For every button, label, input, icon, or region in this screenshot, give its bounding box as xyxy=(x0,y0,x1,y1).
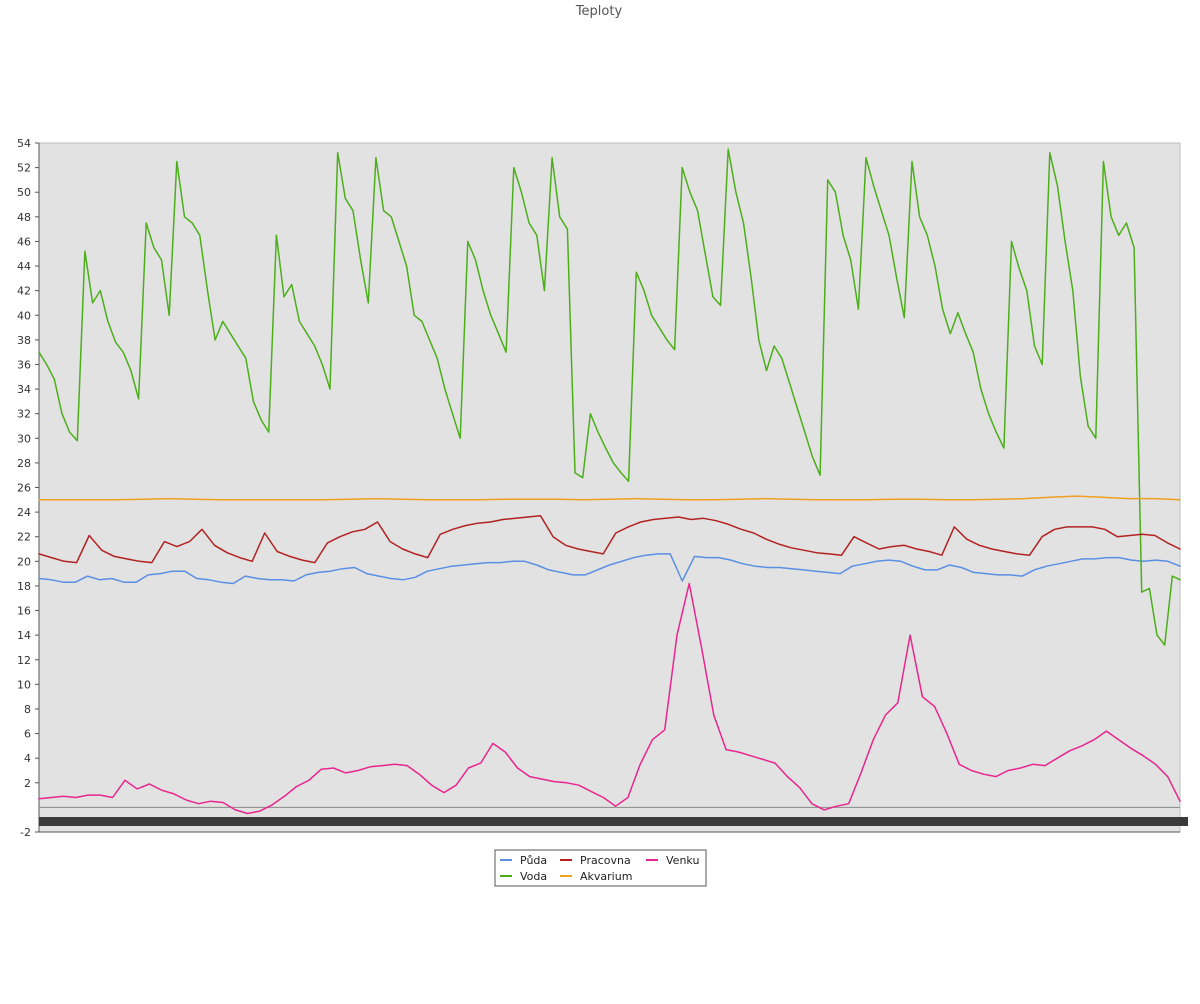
y-tick-label: 48 xyxy=(17,211,31,224)
legend: Půda Voda Pracovna Akvarium Venku xyxy=(494,849,707,887)
x-tick-labels-band xyxy=(39,817,1188,826)
y-axis: -224681012141618202224262830323436384042… xyxy=(17,137,40,839)
x-axis xyxy=(39,817,1188,833)
chart-title: Teploty xyxy=(575,4,623,19)
y-tick-label: 6 xyxy=(24,728,31,741)
y-tick-label: 26 xyxy=(17,482,31,495)
y-tick-label: 30 xyxy=(17,432,31,445)
y-tick-label: 52 xyxy=(17,162,31,175)
y-tick-label: 54 xyxy=(17,137,31,150)
y-tick-label: 34 xyxy=(17,383,31,396)
plot-area xyxy=(38,142,1181,833)
y-tick-label: 32 xyxy=(17,408,31,421)
legend-label: Pracovna xyxy=(580,854,631,867)
legend-label: Půda xyxy=(520,854,547,867)
y-tick-label: 18 xyxy=(17,580,31,593)
y-tick-label: -2 xyxy=(20,826,31,839)
series-line-puda xyxy=(38,553,1181,585)
legend-box xyxy=(494,849,707,887)
y-tick-label: 16 xyxy=(17,605,31,618)
y-tick-label: 40 xyxy=(17,309,31,322)
y-tick-label: 12 xyxy=(17,654,31,667)
legend-label: Venku xyxy=(666,854,699,867)
y-tick-label: 14 xyxy=(17,629,31,642)
y-tick-label: 28 xyxy=(17,457,31,470)
y-tick-label: 8 xyxy=(24,703,31,716)
y-tick-label: 46 xyxy=(17,235,31,248)
y-tick-label: 4 xyxy=(24,752,31,765)
y-tick-label: 2 xyxy=(24,777,31,790)
series-line-pracovna xyxy=(38,515,1181,564)
y-tick-label: 44 xyxy=(17,260,31,273)
legend-label: Voda xyxy=(520,870,547,883)
series-line-akvarium xyxy=(38,495,1181,501)
y-tick-label: 24 xyxy=(17,506,31,519)
series-line-venku xyxy=(38,582,1181,815)
y-tick-label: 50 xyxy=(17,186,31,199)
y-tick-label: 42 xyxy=(17,285,31,298)
series-line-voda xyxy=(38,148,1181,646)
y-tick-label: 22 xyxy=(17,531,31,544)
y-tick-label: 20 xyxy=(17,555,31,568)
series-group xyxy=(38,148,1181,815)
legend-label: Akvarium xyxy=(580,870,632,883)
y-tick-label: 38 xyxy=(17,334,31,347)
y-tick-label: 10 xyxy=(17,678,31,691)
y-tick-label: 36 xyxy=(17,358,31,371)
